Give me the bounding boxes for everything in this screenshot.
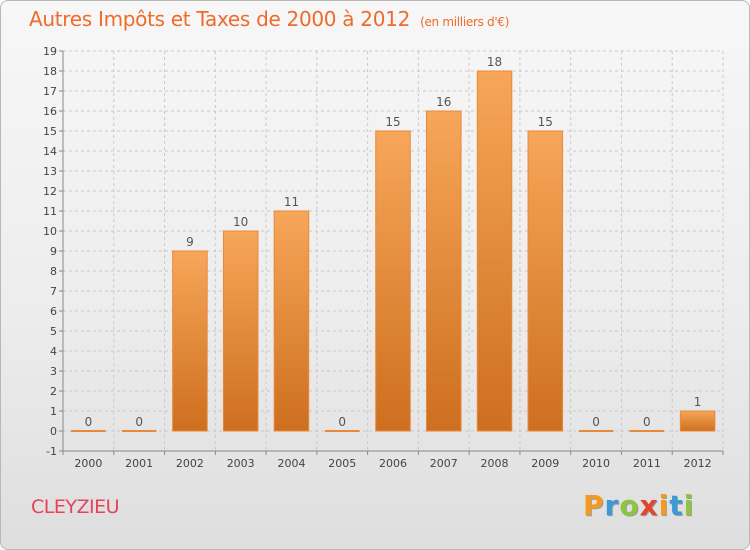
data-label: 10 [233, 215, 248, 229]
x-tick-label: 2009 [531, 457, 559, 470]
y-tick-label: 0 [50, 425, 57, 438]
chart-subtitle: (en milliers d'€) [420, 15, 510, 29]
y-tick-label: 8 [50, 265, 57, 278]
y-tick-label: 10 [43, 225, 57, 238]
y-tick-label: 17 [43, 85, 57, 98]
data-label: 0 [338, 415, 346, 429]
bar [222, 230, 259, 432]
bar [273, 210, 310, 432]
y-tick-label: 13 [43, 165, 57, 178]
y-tick-label: 3 [50, 365, 57, 378]
y-tick-label: 9 [50, 245, 57, 258]
x-tick-label: 2002 [176, 457, 204, 470]
data-label: 11 [284, 195, 299, 209]
y-tick-label: 15 [43, 125, 57, 138]
chart-title: Autres Impôts et Taxes de 2000 à 2012 (e… [29, 7, 509, 31]
data-label: 15 [538, 115, 553, 129]
x-tick-label: 2008 [481, 457, 509, 470]
bar [426, 110, 462, 432]
x-tick-label: 2003 [227, 457, 255, 470]
chart-title-text: Autres Impôts et Taxes de 2000 à 2012 [29, 7, 410, 31]
logo-letter: x [639, 489, 659, 522]
x-tick-label: 2005 [328, 457, 356, 470]
data-label: 0 [643, 415, 651, 429]
x-tick-label: 2001 [125, 457, 153, 470]
y-tick-label: 7 [50, 285, 57, 298]
logo-letter: i [683, 489, 695, 522]
x-tick-label: 2011 [633, 457, 661, 470]
bar [476, 70, 513, 432]
y-tick-label: 2 [50, 385, 57, 398]
data-label: 16 [436, 95, 451, 109]
data-label: 1 [694, 395, 702, 409]
y-tick-label: 11 [43, 205, 57, 218]
y-tick-label: 19 [43, 45, 57, 58]
logo-letter: r [604, 489, 620, 522]
x-tick-label: 2007 [430, 457, 458, 470]
y-tick-label: 1 [50, 405, 57, 418]
data-label: 0 [592, 415, 600, 429]
proxiti-logo: Proxiti [583, 489, 694, 522]
bar [679, 410, 716, 432]
y-tick-label: 18 [43, 65, 57, 78]
bar [527, 130, 564, 432]
data-label: 9 [186, 235, 194, 249]
y-tick-label: 16 [43, 105, 57, 118]
x-tick-label: 2012 [684, 457, 712, 470]
y-tick-label: 14 [43, 145, 57, 158]
x-tick-label: 2010 [582, 457, 610, 470]
y-tick-label: 5 [50, 325, 57, 338]
data-labels: 0 0 9 10 11 0 15 16 18 15 0 0 1 [85, 55, 702, 429]
data-label: 18 [487, 55, 502, 69]
logo-letter: P [583, 489, 605, 522]
bar [172, 250, 208, 432]
x-tick-label: 2004 [277, 457, 305, 470]
bar [375, 130, 411, 432]
y-tick-label: -1 [46, 445, 57, 458]
y-tick-label: 12 [43, 185, 57, 198]
x-tick-label: 2000 [74, 457, 102, 470]
data-label: 15 [385, 115, 400, 129]
x-tick-label: 2006 [379, 457, 407, 470]
data-label: 0 [135, 415, 143, 429]
bars [71, 70, 716, 432]
y-tick-label: 6 [50, 305, 57, 318]
town-name: CLEYZIEU [31, 496, 120, 518]
logo-letter: i [658, 489, 670, 522]
logo-letter: o [619, 489, 640, 522]
data-label: 0 [85, 415, 93, 429]
y-tick-label: 4 [50, 345, 57, 358]
logo-letter: t [669, 489, 684, 522]
